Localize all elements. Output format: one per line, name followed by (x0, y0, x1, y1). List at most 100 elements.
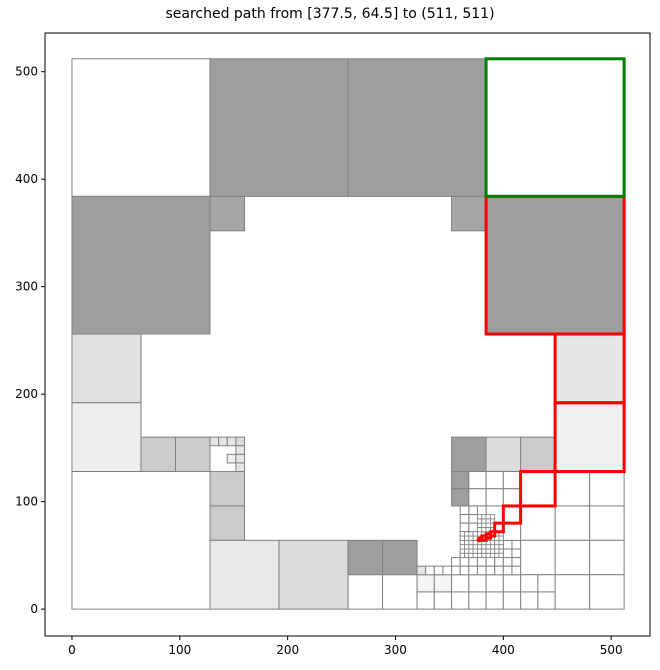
fine-cell (481, 548, 487, 554)
quadtree-cell (502, 471, 522, 490)
quadtree-cell (459, 557, 470, 567)
quadtree-cell (520, 436, 556, 473)
fine-cell (485, 514, 491, 520)
path-cell (519, 470, 557, 508)
fine-cell (489, 539, 496, 546)
path-cell (493, 521, 505, 534)
quadtree-cell (278, 539, 349, 610)
fine-cell (485, 518, 491, 524)
fine-cell (459, 539, 465, 546)
quadtree-cell (554, 333, 625, 404)
quadtree-cell (468, 488, 487, 507)
quadtree-cell (485, 557, 496, 567)
quadtree-cell (502, 591, 522, 610)
goal-layer (484, 57, 626, 198)
quadtree-cell (494, 565, 504, 576)
quadtree-cell (468, 557, 478, 567)
quadtree-cell (226, 453, 237, 464)
quadtree-cell (511, 557, 522, 567)
fine-cell (464, 531, 470, 537)
cells-layer (71, 58, 625, 610)
quadtree-cell (485, 436, 522, 473)
fine-cell (481, 522, 487, 528)
fine-cell (472, 544, 478, 550)
quadtree-cell (451, 574, 470, 593)
y-tick-label: 200 (15, 387, 38, 401)
fine-cell (477, 552, 483, 558)
quadtree-cell (502, 488, 522, 507)
fine-cell (459, 552, 465, 558)
quadtree-cell (502, 522, 522, 541)
quadtree-cell (520, 574, 539, 593)
fine-cell (464, 552, 470, 558)
quadtree-cell (382, 574, 418, 610)
goal-cell (484, 57, 626, 198)
quadtree-cell (459, 565, 470, 576)
quadtree-cell (589, 505, 625, 541)
fine-cell (472, 531, 478, 537)
quadtree-cell (468, 574, 487, 593)
quadtree-cell (235, 462, 246, 473)
quadtree-cell (209, 436, 220, 447)
quadtree-cell (511, 548, 522, 559)
quadtree-cell (520, 505, 556, 541)
quadtree-cell (485, 195, 625, 335)
x-tick-label: 300 (384, 643, 407, 657)
quadtree-cell (442, 565, 453, 576)
quadtree-cell (382, 539, 418, 576)
quadtree-cell (459, 514, 470, 524)
fine-cell (472, 548, 478, 554)
quadtree-cell (209, 505, 246, 541)
fine-cell (481, 552, 487, 558)
quadtree-cell (433, 591, 453, 610)
quadtree-cell (537, 591, 556, 610)
quadtree-cell (485, 471, 504, 490)
y-tick-label: 500 (15, 65, 38, 79)
quadtree-cell (502, 557, 513, 567)
fine-cell (477, 548, 483, 554)
quadtree-cell (554, 505, 591, 541)
fine-cell (481, 544, 487, 550)
quadtree-cell (71, 58, 211, 197)
fine-cell (489, 552, 496, 558)
quadtree-cell (416, 565, 427, 576)
quadtree-cell (554, 471, 591, 507)
fine-cell (477, 514, 483, 520)
quadtree-cell (451, 471, 470, 490)
fine-cell (494, 539, 500, 546)
fine-cell (464, 539, 470, 546)
quadtree-cell (451, 436, 487, 473)
fine-cell (477, 522, 483, 528)
quadtree-cell (468, 591, 487, 610)
quadtree-cell (485, 574, 504, 593)
quadtree-cell (485, 58, 625, 197)
x-axis-ticks: 0 100 200 300 400 500 (68, 636, 623, 657)
fine-cell (485, 552, 491, 558)
quadtree-cell (71, 402, 142, 473)
fine-cell (468, 544, 474, 550)
quadtree-cell (520, 539, 556, 576)
fine-cell (481, 527, 487, 533)
fine-cell (468, 535, 474, 541)
quadtree-cell (140, 436, 176, 473)
quadtree-cell (485, 488, 504, 507)
quadtree-cell (174, 436, 211, 473)
quadtree-cell (494, 557, 504, 567)
fine-cell (472, 539, 478, 546)
fine-cell (468, 531, 474, 537)
quadtree-cell (520, 591, 539, 610)
quadtree-cell (520, 471, 556, 507)
quadtree-cell (209, 58, 349, 197)
fine-cell (481, 514, 487, 520)
quadtree-cell (209, 539, 280, 610)
quadtree-cell (502, 539, 513, 550)
y-tick-label: 100 (15, 495, 38, 509)
quadtree-cell (468, 505, 478, 516)
quadtree-cell (347, 539, 384, 576)
quadtree-cell (425, 565, 435, 576)
quadtree-cell (459, 505, 470, 516)
quadtree-cell (485, 591, 504, 610)
quadtree-cell (589, 471, 625, 507)
quadtree-cell (347, 58, 487, 197)
quadtree-cell (451, 195, 487, 232)
